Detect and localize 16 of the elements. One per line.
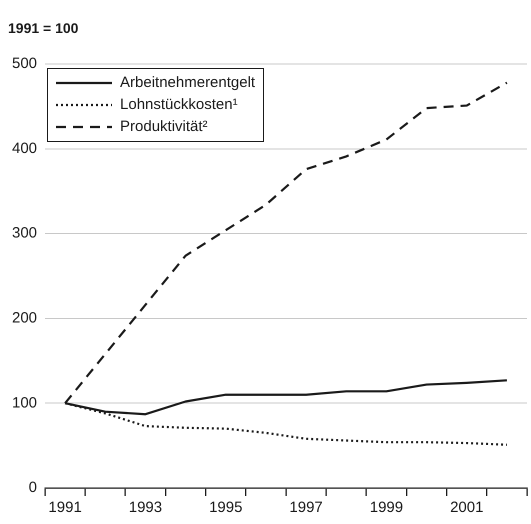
x-tick-label: 1991 xyxy=(48,499,82,516)
y-axis-title: 1991 = 100 xyxy=(8,20,78,36)
x-tick-label: 1999 xyxy=(370,499,404,516)
y-tick-label: 400 xyxy=(12,140,38,157)
legend-label: Arbeitnehmerentgelt xyxy=(120,73,256,93)
y-tick-label: 200 xyxy=(12,310,38,327)
y-tick-label: 0 xyxy=(28,479,38,496)
legend-label: Lohnstückkosten¹ xyxy=(120,95,238,115)
legend-label: Produktivität² xyxy=(120,117,208,137)
x-tick-label: 1995 xyxy=(209,499,242,516)
x-tick-label: 1993 xyxy=(128,499,162,516)
x-tick-label: 1997 xyxy=(289,499,323,516)
y-tick-label: 500 xyxy=(12,55,38,72)
y-tick-label: 300 xyxy=(12,224,38,242)
y-tick-label: 100 xyxy=(12,394,38,412)
x-tick-label: 2001 xyxy=(450,499,484,516)
